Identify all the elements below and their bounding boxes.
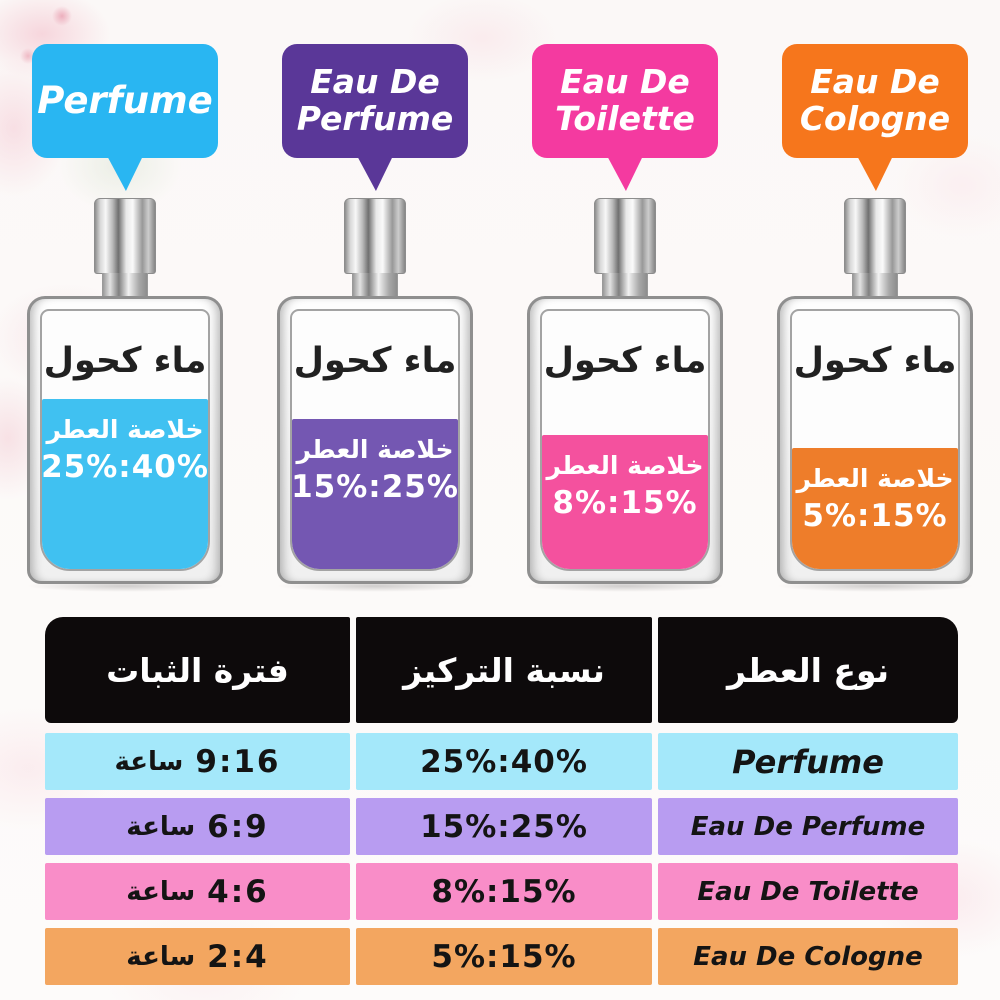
alcohol-water-label: ماء كحول bbox=[43, 341, 207, 381]
liquid-fill: خلاصة العطر 8%:15% bbox=[542, 434, 708, 569]
bubble-label: Toilette bbox=[555, 99, 695, 138]
bottle-body: ماء كحول خلاصة العطر 25%:40% bbox=[27, 296, 223, 584]
table-row-eau-de-toilette: ساعة 4:6 8%:15% Eau De Toilette bbox=[45, 863, 958, 920]
bubble-label: Eau De bbox=[560, 62, 690, 102]
type-cell: Perfume bbox=[658, 733, 958, 790]
bubble-label: Eau De bbox=[310, 62, 440, 102]
bubble-tail bbox=[606, 155, 644, 191]
bottle-neck bbox=[102, 273, 148, 298]
essence-label: خلاصة العطر bbox=[796, 463, 954, 493]
hour-unit: ساعة bbox=[126, 811, 196, 842]
concentration-ratio: 8%:15% bbox=[552, 484, 698, 521]
bubbles-row: Perfume Eau De Perfume Eau De Toilette E… bbox=[0, 44, 1000, 191]
duration-value: 6:9 bbox=[207, 808, 269, 845]
table-header-row: فترة الثبات نسبة التركيز نوع العطر bbox=[45, 617, 958, 723]
bottle-eau-de-cologne: ماء كحول خلاصة العطر 5%:15% bbox=[776, 198, 974, 592]
bubble-tail bbox=[106, 155, 144, 191]
essence-label: خلاصة العطر bbox=[546, 450, 704, 480]
alcohol-water-label: ماء كحول bbox=[543, 341, 707, 381]
concentration-cell: 5%:15% bbox=[356, 928, 652, 985]
bottle-eau-de-toilette: ماء كحول خلاصة العطر 8%:15% bbox=[526, 198, 724, 592]
bottle-glass-inner: ماء كحول خلاصة العطر 15%:25% bbox=[290, 309, 460, 571]
alcohol-water-label: ماء كحول bbox=[293, 341, 457, 381]
duration-cell: ساعة 6:9 bbox=[45, 798, 350, 855]
duration-cell: ساعة 9:16 bbox=[45, 733, 350, 790]
essence-label: خلاصة العطر bbox=[296, 435, 454, 465]
bubble-label: Eau De bbox=[810, 62, 940, 102]
bottle-neck bbox=[352, 273, 398, 298]
header-perfume-type: نوع العطر bbox=[658, 617, 958, 723]
alcohol-water-label: ماء كحول bbox=[793, 341, 957, 381]
bottle-glass-inner: ماء كحول خلاصة العطر 8%:15% bbox=[540, 309, 710, 571]
bottle-body: ماء كحول خلاصة العطر 5%:15% bbox=[777, 296, 973, 584]
bottles-row: ماء كحول خلاصة العطر 25%:40% ماء كحول خل… bbox=[0, 198, 1000, 592]
bottle-cap bbox=[94, 198, 156, 274]
bubble-tail bbox=[356, 155, 394, 191]
duration-value: 9:16 bbox=[195, 743, 281, 780]
bottle-cap bbox=[844, 198, 906, 274]
concentration-cell: 15%:25% bbox=[356, 798, 652, 855]
concentration-ratio: 25%:40% bbox=[41, 448, 209, 485]
bottle-glass-inner: ماء كحول خلاصة العطر 25%:40% bbox=[40, 309, 210, 571]
type-cell: Eau De Toilette bbox=[658, 863, 958, 920]
bottle-cap bbox=[594, 198, 656, 274]
comparison-table: فترة الثبات نسبة التركيز نوع العطر ساعة … bbox=[45, 617, 958, 985]
duration-cell: ساعة 4:6 bbox=[45, 863, 350, 920]
duration-cell: ساعة 2:4 bbox=[45, 928, 350, 985]
table-row-eau-de-cologne: ساعة 2:4 5%:15% Eau De Cologne bbox=[45, 928, 958, 985]
liquid-fill: خلاصة العطر 25%:40% bbox=[41, 398, 209, 569]
bubble-label: Perfume bbox=[37, 79, 213, 123]
liquid-fill: خلاصة العطر 5%:15% bbox=[792, 447, 958, 569]
bottle-cap bbox=[344, 198, 406, 274]
bubble-perfume: Perfume bbox=[32, 44, 218, 191]
bubble-tail bbox=[856, 155, 894, 191]
hour-unit: ساعة bbox=[126, 876, 196, 907]
type-cell: Eau De Perfume bbox=[658, 798, 958, 855]
bottle-body: ماء كحول خلاصة العطر 8%:15% bbox=[527, 296, 723, 584]
bubble-label: Cologne bbox=[799, 99, 951, 138]
table-row-perfume: ساعة 9:16 25%:40% Perfume bbox=[45, 733, 958, 790]
concentration-ratio: 5%:15% bbox=[802, 497, 948, 534]
bubble-eau-de-cologne: Eau De Cologne bbox=[782, 44, 968, 191]
bottle-eau-de-perfume: ماء كحول خلاصة العطر 15%:25% bbox=[276, 198, 474, 592]
bubble-label: Perfume bbox=[296, 99, 454, 138]
bubble-eau-de-toilette: Eau De Toilette bbox=[532, 44, 718, 191]
bottle-glass-inner: ماء كحول خلاصة العطر 5%:15% bbox=[790, 309, 960, 571]
concentration-cell: 8%:15% bbox=[356, 863, 652, 920]
bottle-neck bbox=[852, 273, 898, 298]
header-duration: فترة الثبات bbox=[45, 617, 350, 723]
duration-value: 4:6 bbox=[207, 873, 269, 910]
bottle-neck bbox=[602, 273, 648, 298]
concentration-cell: 25%:40% bbox=[356, 733, 652, 790]
bottle-body: ماء كحول خلاصة العطر 15%:25% bbox=[277, 296, 473, 584]
concentration-ratio: 15%:25% bbox=[291, 469, 459, 506]
table-row-eau-de-perfume: ساعة 6:9 15%:25% Eau De Perfume bbox=[45, 798, 958, 855]
bottle-perfume: ماء كحول خلاصة العطر 25%:40% bbox=[26, 198, 224, 592]
header-concentration: نسبة التركيز bbox=[356, 617, 652, 723]
hour-unit: ساعة bbox=[114, 746, 184, 777]
type-cell: Eau De Cologne bbox=[658, 928, 958, 985]
essence-label: خلاصة العطر bbox=[46, 414, 204, 444]
liquid-fill: خلاصة العطر 15%:25% bbox=[292, 419, 458, 569]
duration-value: 2:4 bbox=[207, 938, 269, 975]
bubble-eau-de-perfume: Eau De Perfume bbox=[282, 44, 468, 191]
hour-unit: ساعة bbox=[126, 941, 196, 972]
